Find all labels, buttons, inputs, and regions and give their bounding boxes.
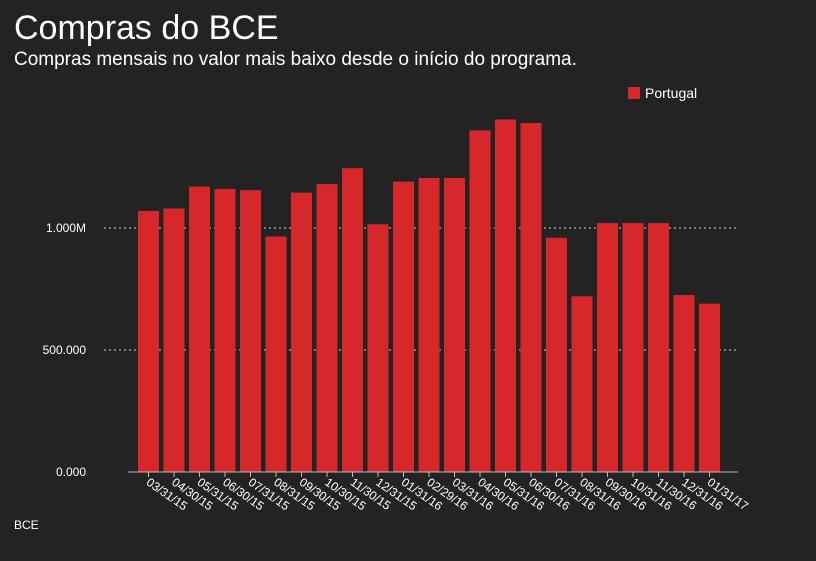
bar-02/29/16 [418, 177, 440, 473]
y-tick-label: 500.000 [43, 343, 87, 357]
bar-05/31/15 [189, 186, 210, 472]
bar-03/31/15 [138, 210, 159, 473]
bar-06/30/16 [520, 123, 542, 472]
bar-07/31/15 [240, 190, 261, 472]
bar-09/30/15 [291, 192, 312, 472]
legend-label-portugal: Portugal [645, 85, 697, 101]
bar-12/31/15 [367, 224, 389, 472]
bar-04/30/15 [163, 208, 185, 473]
y-tick-label: 0.000 [56, 465, 86, 479]
bar-03/31/16 [444, 177, 465, 473]
bar-01/31/16 [393, 181, 414, 472]
legend-swatch-portugal [628, 87, 640, 99]
bar-11/30/16 [648, 223, 669, 472]
chart-title: Compras do BCE [14, 9, 279, 47]
bar-11/30/15 [342, 168, 363, 472]
bar-10/30/15 [316, 184, 338, 472]
bar-04/30/16 [469, 130, 491, 472]
bar-09/30/16 [597, 223, 618, 472]
bar-10/31/16 [622, 223, 644, 472]
chart-subtitle: Compras mensais no valor mais baixo desd… [14, 49, 577, 70]
bars-layer [138, 119, 720, 473]
bar-08/31/16 [571, 296, 593, 472]
source-note: BCE [14, 518, 39, 532]
bar-07/31/16 [546, 237, 567, 472]
bar-01/31/17 [699, 303, 720, 472]
y-tick-label: 1.000M [46, 221, 86, 235]
bar-08/31/15 [265, 236, 287, 472]
legend: Portugal [628, 85, 697, 101]
bar-12/31/16 [673, 295, 695, 472]
bar-06/30/15 [214, 188, 236, 472]
bar-05/31/16 [495, 119, 516, 473]
